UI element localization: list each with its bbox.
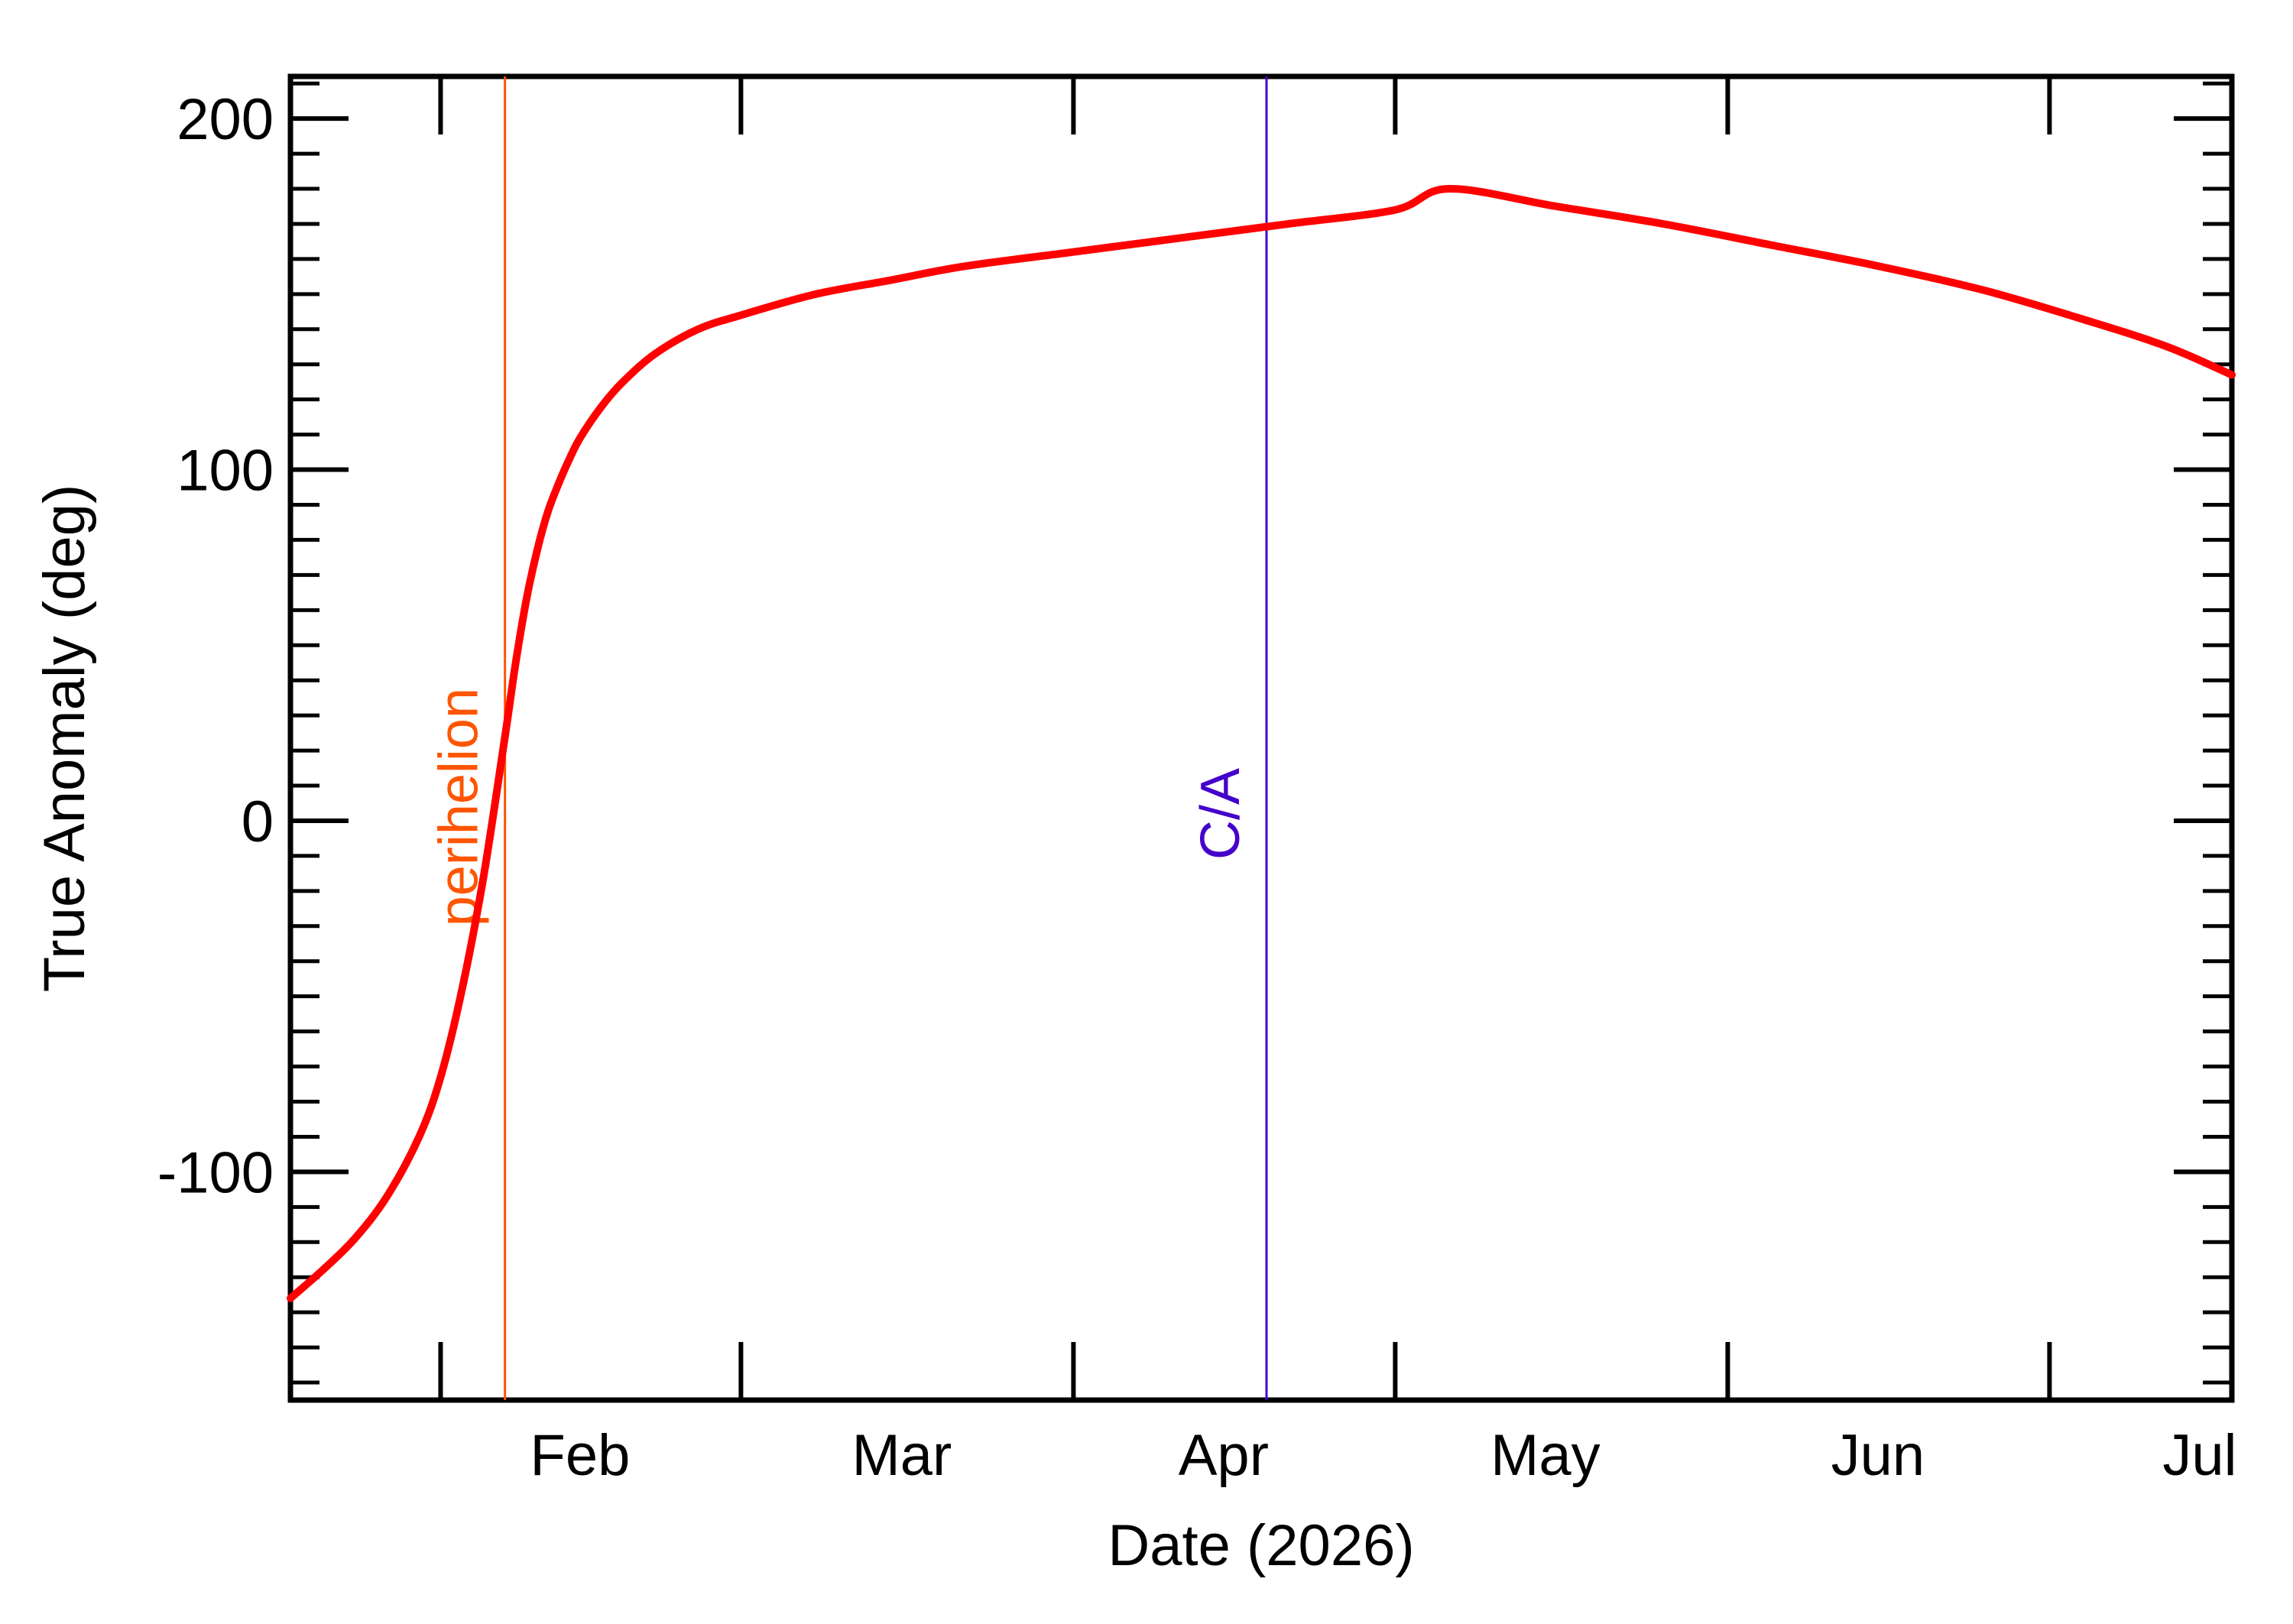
x-tick-label: Apr — [1179, 1423, 1269, 1488]
plot-frame — [287, 73, 2235, 1403]
series-line — [287, 184, 2236, 1302]
event-markers: perihelion C/A — [429, 76, 1268, 1400]
x-tick-label: Jun — [1831, 1423, 1925, 1488]
y-axis-title: True Anomaly (deg) — [32, 485, 97, 993]
plot-border — [287, 73, 2235, 1403]
x-axis-title: Date (2026) — [1108, 1513, 1414, 1578]
series-layer — [287, 184, 2236, 1302]
x-tick-label: May — [1490, 1423, 1601, 1488]
y-tick-label: 0 — [242, 789, 274, 854]
y-tick-label: 200 — [177, 87, 274, 152]
y-tick-label: 100 — [177, 439, 274, 504]
y-tick-label: -100 — [157, 1140, 274, 1205]
tick-labels: -100 0 100 200 Feb Mar Apr May Jun Jul — [157, 87, 2237, 1488]
x-tick-label: Jul — [2162, 1423, 2236, 1488]
x-tick-label: Feb — [530, 1423, 630, 1488]
marker-label: C/A — [1190, 768, 1251, 860]
axis-ticks — [290, 76, 2232, 1400]
x-tick-label: Mar — [851, 1423, 952, 1488]
